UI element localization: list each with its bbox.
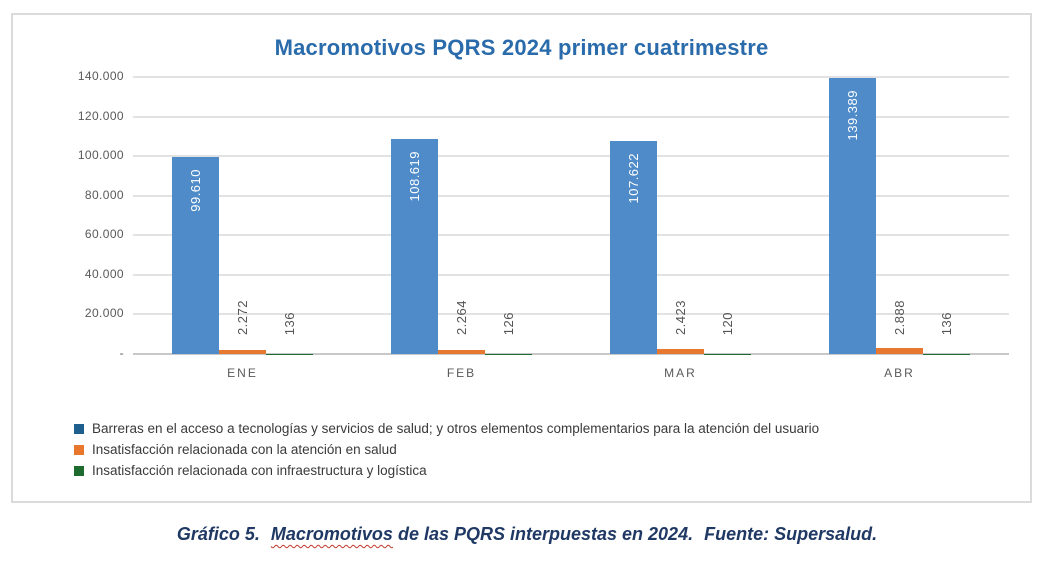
x-axis-label: MAR xyxy=(664,366,697,380)
legend-label: Insatisfacción relacionada con la atenci… xyxy=(92,442,397,457)
bar xyxy=(876,348,923,354)
legend-item: Barreras en el acceso a tecnologías y se… xyxy=(74,418,819,439)
gridline xyxy=(133,155,1009,158)
legend-swatch-icon xyxy=(74,444,84,455)
gridline xyxy=(133,273,1009,276)
x-axis-label: FEB xyxy=(446,366,477,380)
caption: Gráfico 5. Macromotivos de las PQRS inter… xyxy=(0,524,1054,545)
chart-title: Macromotivos PQRS 2024 primer cuatrimest… xyxy=(274,35,769,60)
bar xyxy=(829,78,876,354)
bar-value-label: 2.264 xyxy=(453,299,469,335)
caption-source: Fuente: Supersalud. xyxy=(704,524,878,544)
legend-swatch-icon xyxy=(74,423,84,434)
y-axis-tick-label: - xyxy=(119,346,124,360)
bar xyxy=(610,141,657,354)
caption-prefix: Gráfico 5. xyxy=(176,524,260,544)
gridline xyxy=(133,234,1009,237)
y-axis-tick-label: 40.000 xyxy=(84,266,124,281)
bar xyxy=(391,139,438,354)
y-axis-tick-label: 100.000 xyxy=(77,148,124,163)
legend: Barreras en el acceso a tecnologías y se… xyxy=(74,418,819,481)
chart-container[interactable]: Macromotivos PQRS 2024 primer cuatrimest… xyxy=(11,13,1032,503)
bar-value-label: 136 xyxy=(281,311,297,335)
bar-value-label: 120 xyxy=(719,311,735,335)
legend-item: Insatisfacción relacionada con infraestr… xyxy=(74,460,819,481)
gridline xyxy=(133,194,1009,197)
bar xyxy=(657,349,704,354)
bar-value-label: 107.622 xyxy=(625,153,641,204)
legend-label: Insatisfacción relacionada con infraestr… xyxy=(92,463,427,478)
y-axis-tick-label: 20.000 xyxy=(84,306,124,321)
bar-value-label: 2.888 xyxy=(891,299,907,335)
caption-middle: de las PQRS interpuestas en 2024. xyxy=(397,524,694,544)
gridline xyxy=(133,115,1009,118)
bar xyxy=(438,349,485,354)
gridline xyxy=(133,313,1009,316)
bar-value-label: 2.423 xyxy=(672,299,688,335)
legend-item: Insatisfacción relacionada con la atenci… xyxy=(74,439,819,460)
legend-label: Barreras en el acceso a tecnologías y se… xyxy=(92,421,820,436)
bar-value-label: 126 xyxy=(500,311,516,335)
bar-value-label: 2.272 xyxy=(234,299,250,335)
legend-swatch-icon xyxy=(74,465,84,476)
bar-value-label: 108.619 xyxy=(406,151,422,202)
y-axis-tick-label: 120.000 xyxy=(77,108,124,123)
bar-value-label: 136 xyxy=(938,311,954,335)
x-axis-label: ABR xyxy=(884,366,915,380)
y-axis-tick-label: 80.000 xyxy=(84,187,124,202)
bar xyxy=(219,349,266,354)
x-axis-line xyxy=(133,353,1009,355)
y-axis-tick-label: 60.000 xyxy=(84,227,124,242)
caption-misspelled-word: Macromotivos xyxy=(270,524,393,544)
bar-value-label: 99.610 xyxy=(187,168,203,212)
bar-value-label: 139.389 xyxy=(844,90,860,141)
x-axis-label: ENE xyxy=(227,366,258,380)
gridline xyxy=(133,76,1009,78)
y-axis-tick-label: 140.000 xyxy=(77,69,124,83)
bar xyxy=(172,156,219,354)
